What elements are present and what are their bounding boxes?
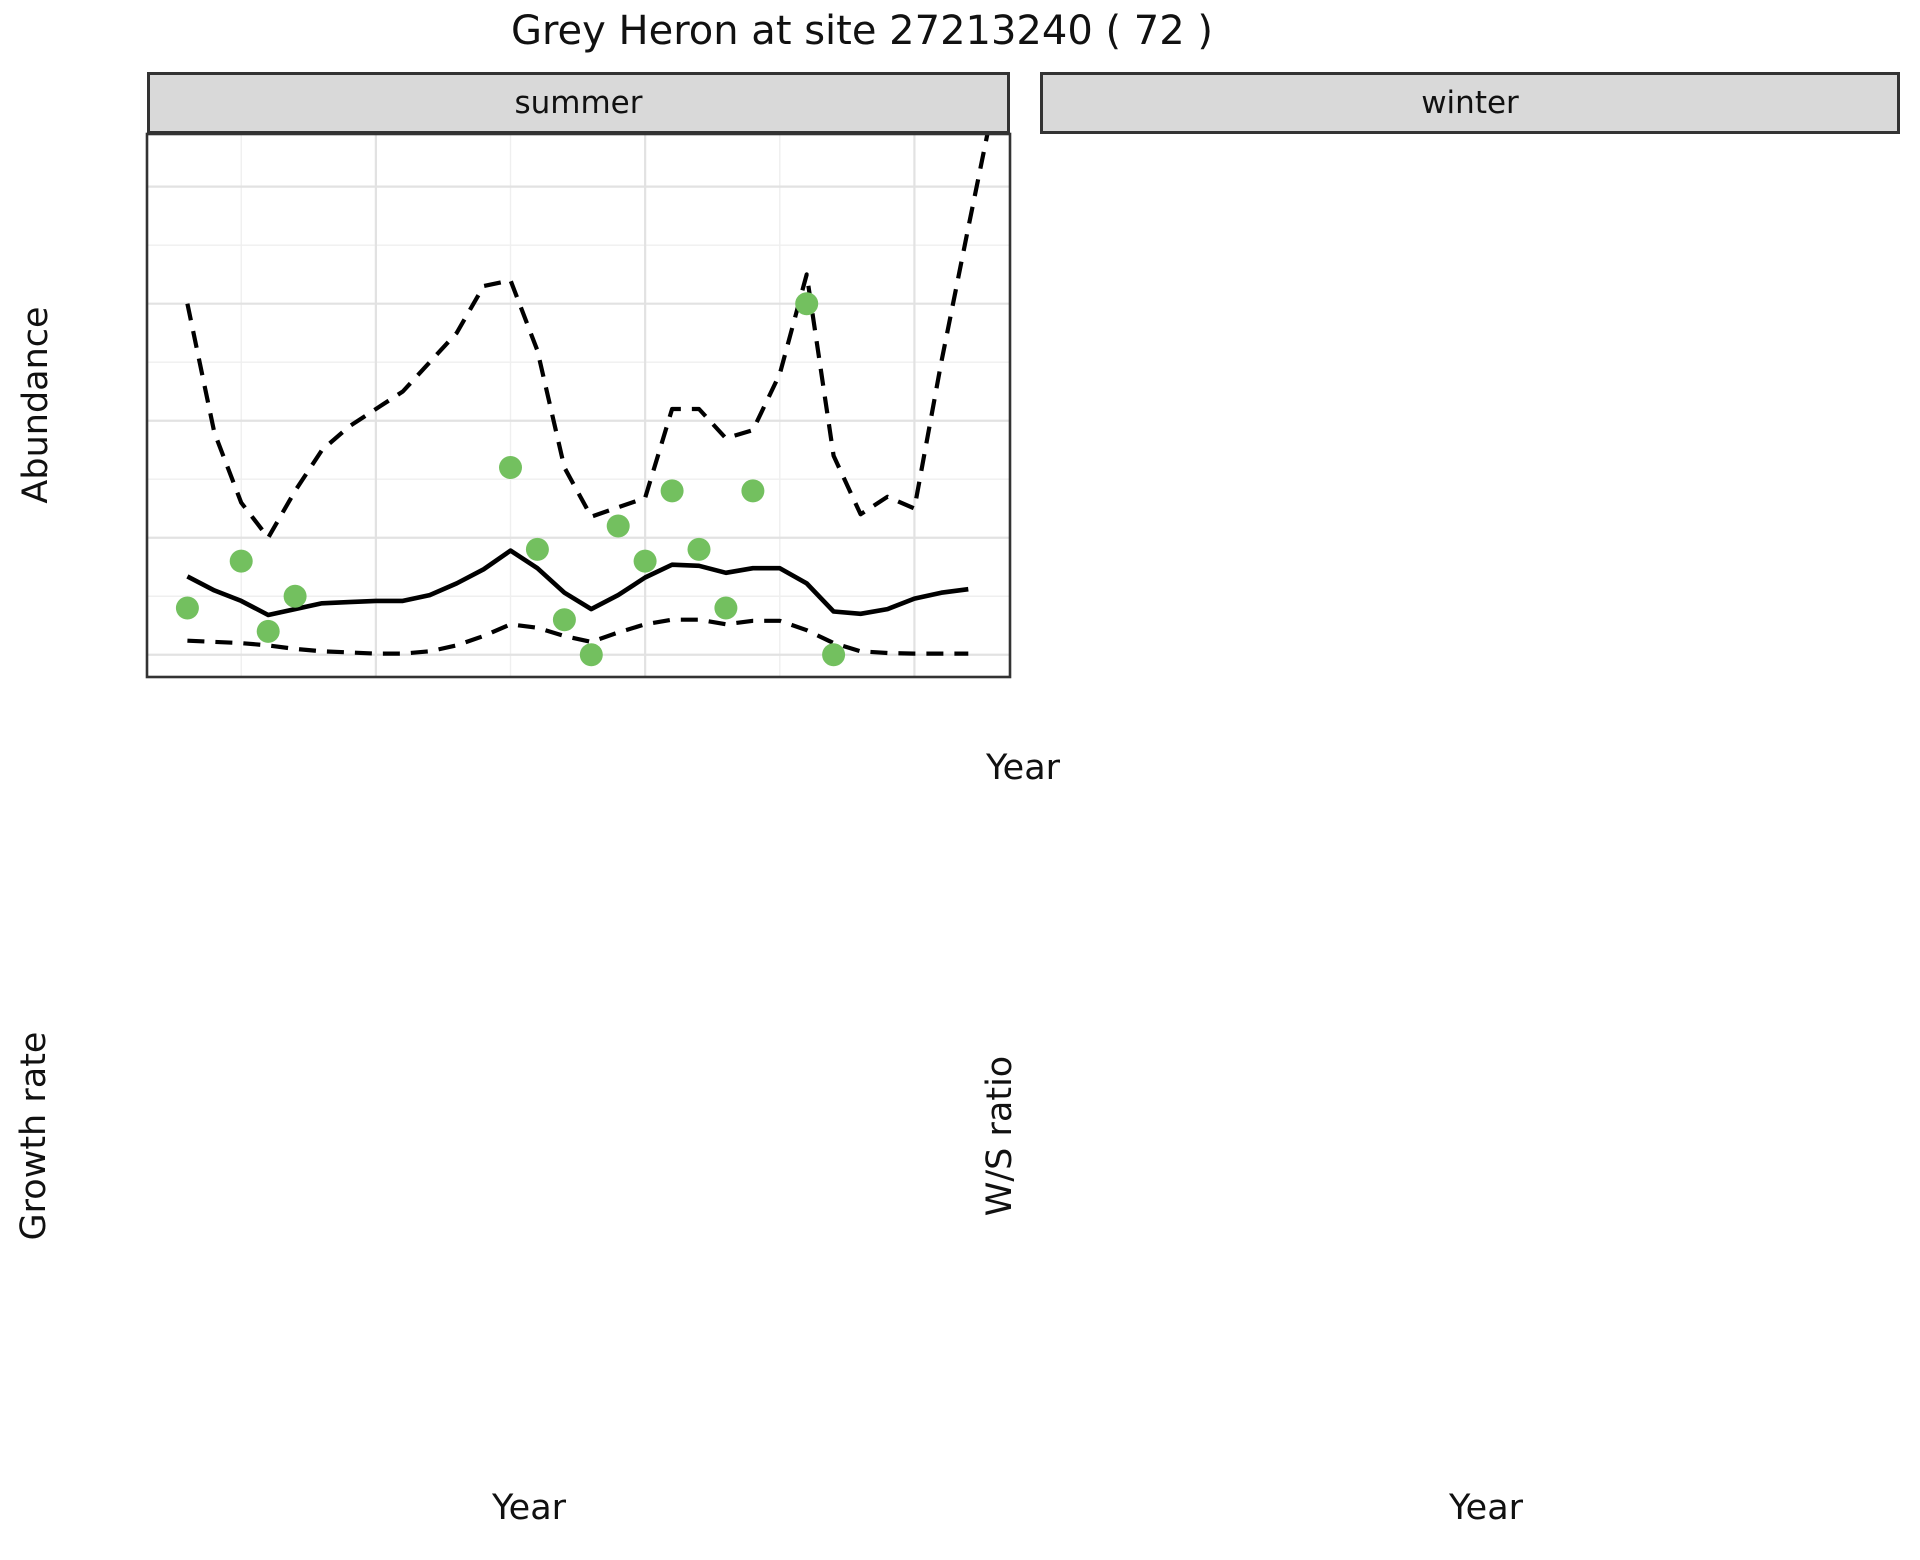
facet-strip-winter-label: winter xyxy=(1421,85,1519,121)
chart-title: Grey Heron at site 27213240 ( 72 ) xyxy=(510,8,1214,54)
ws-ratio-plot xyxy=(0,0,300,150)
summer-observed-point xyxy=(283,584,307,608)
summer-observed-point xyxy=(525,537,549,561)
summer-observed-point xyxy=(633,549,657,573)
summer-observed-point xyxy=(499,456,522,479)
abundance-axis-label: Abundance xyxy=(16,306,56,504)
summer-observed-point xyxy=(687,537,711,561)
growth-rate-axis-label: Growth rate xyxy=(14,1031,54,1241)
facet-strip-summer-label: summer xyxy=(514,85,643,121)
panel-border xyxy=(145,132,1012,679)
summer-abundance-plot xyxy=(145,132,1012,679)
summer-observed-point xyxy=(552,608,576,632)
summer-lower-95ci-line xyxy=(187,617,969,656)
summer-observed-point xyxy=(714,596,738,620)
top-year-axis-label: Year xyxy=(985,748,1061,788)
summer-fitted-mean-line xyxy=(186,548,969,618)
summer-upper-95ci-line xyxy=(185,134,990,540)
summer-observed-point xyxy=(795,292,819,316)
summer-observed-point xyxy=(741,479,765,503)
summer-observed-point xyxy=(229,549,253,573)
summer-observed-point xyxy=(256,619,280,643)
summer-observed-point xyxy=(579,643,603,667)
ws-year-axis-label: Year xyxy=(1448,1488,1524,1528)
summer-observed-point xyxy=(660,479,684,503)
ws-ratio-axis-label: W/S ratio xyxy=(980,1055,1020,1217)
facet-strip-winter: winter xyxy=(1040,72,1900,134)
summer-observed-point xyxy=(175,596,199,620)
summer-observed-point xyxy=(606,514,630,538)
facet-strip-summer: summer xyxy=(147,72,1010,134)
summer-observed-point xyxy=(822,643,846,667)
growth-year-axis-label: Year xyxy=(491,1488,567,1528)
